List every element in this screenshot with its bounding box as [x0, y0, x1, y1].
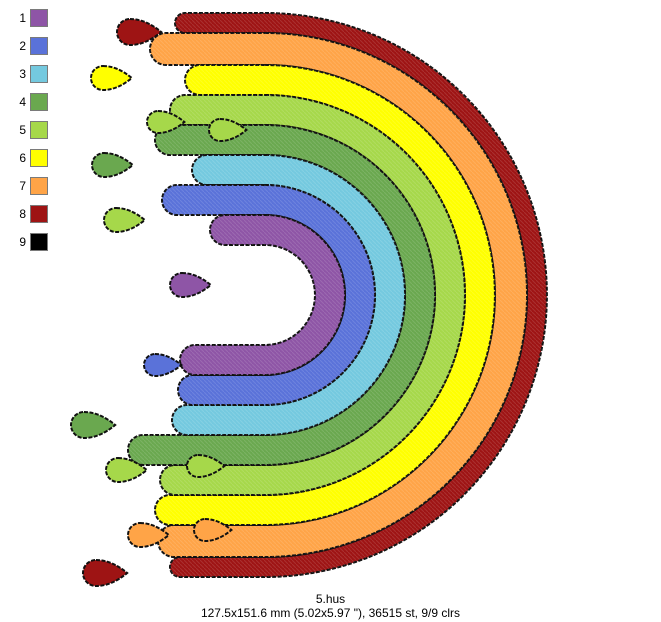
swatch-number: 5	[19, 123, 26, 137]
color-palette: 1 2 3 4 5 6 7 8 9	[12, 8, 48, 252]
swatch-green[interactable]	[30, 93, 48, 111]
swatch-lime[interactable]	[30, 121, 48, 139]
swatch-blue[interactable]	[30, 37, 48, 55]
rainbow-design	[70, 12, 548, 588]
drop-green-upper	[91, 151, 135, 179]
drop-dark-red-bottom	[82, 558, 129, 588]
drop-lime-bottom	[186, 453, 226, 479]
swatch-row-1[interactable]: 1	[12, 8, 48, 28]
swatch-number: 3	[19, 67, 26, 81]
drop-green-lower	[70, 410, 117, 440]
drop-lime-lower	[105, 456, 149, 484]
swatch-row-9[interactable]: 9	[12, 232, 48, 252]
swatch-purple[interactable]	[30, 9, 48, 27]
swatch-dark-red[interactable]	[30, 205, 48, 223]
swatch-number: 4	[19, 95, 26, 109]
swatch-number: 2	[19, 39, 26, 53]
swatch-row-5[interactable]: 5	[12, 120, 48, 140]
embroidery-design-canvas	[70, 12, 548, 588]
drop-lime-upper	[208, 117, 248, 143]
drop-yellow	[90, 64, 134, 92]
swatch-light-blue[interactable]	[30, 65, 48, 83]
design-info: 127.5x151.6 mm (5.02x5.97 "), 36515 st, …	[200, 606, 461, 620]
drop-purple	[169, 271, 213, 299]
swatch-number: 8	[19, 207, 26, 221]
swatch-row-8[interactable]: 8	[12, 204, 48, 224]
swatch-row-4[interactable]: 4	[12, 92, 48, 112]
swatch-number: 6	[19, 151, 26, 165]
design-filename: 5.hus	[315, 592, 346, 606]
drop-orange-small	[193, 517, 233, 543]
swatch-row-7[interactable]: 7	[12, 176, 48, 196]
drop-lime-top	[146, 109, 186, 135]
swatch-number: 9	[19, 235, 26, 249]
drop-blue	[143, 352, 183, 378]
swatch-number: 7	[19, 179, 26, 193]
swatch-row-2[interactable]: 2	[12, 36, 48, 56]
swatch-row-3[interactable]: 3	[12, 64, 48, 84]
band-green	[127, 124, 436, 466]
band-purple	[179, 214, 346, 376]
swatch-yellow[interactable]	[30, 149, 48, 167]
drop-orange	[127, 521, 171, 549]
drop-dark-red-top	[116, 17, 163, 47]
swatch-black[interactable]	[30, 233, 48, 251]
swatch-orange[interactable]	[30, 177, 48, 195]
swatch-row-6[interactable]: 6	[12, 148, 48, 168]
swatch-number: 1	[19, 11, 26, 25]
drop-lime-mid	[103, 206, 147, 234]
